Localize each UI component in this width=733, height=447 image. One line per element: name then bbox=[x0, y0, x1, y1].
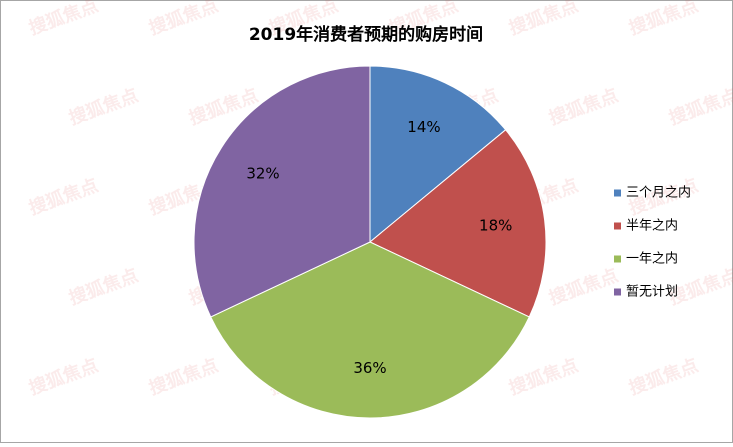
pie-slice bbox=[210, 241, 530, 419]
pie-slice bbox=[369, 65, 507, 244]
legend-swatch bbox=[614, 222, 621, 230]
legend-label: 半年之内 bbox=[626, 218, 678, 234]
pie-slice bbox=[193, 65, 371, 318]
legend-swatch bbox=[614, 189, 621, 197]
legend-label: 暂无计划 bbox=[626, 285, 678, 300]
data-label: 36% bbox=[353, 359, 386, 377]
legend-label: 一年之内 bbox=[626, 251, 678, 267]
pie-slice bbox=[369, 129, 547, 318]
chart-title: 2019年消费者预期的购房时间 bbox=[249, 24, 483, 45]
legend-label: 三个月之内 bbox=[626, 185, 691, 201]
legend-swatch bbox=[614, 288, 621, 296]
data-label: 14% bbox=[407, 118, 440, 136]
data-label: 18% bbox=[479, 217, 512, 235]
data-label: 32% bbox=[246, 165, 279, 183]
legend-swatch bbox=[614, 255, 621, 263]
